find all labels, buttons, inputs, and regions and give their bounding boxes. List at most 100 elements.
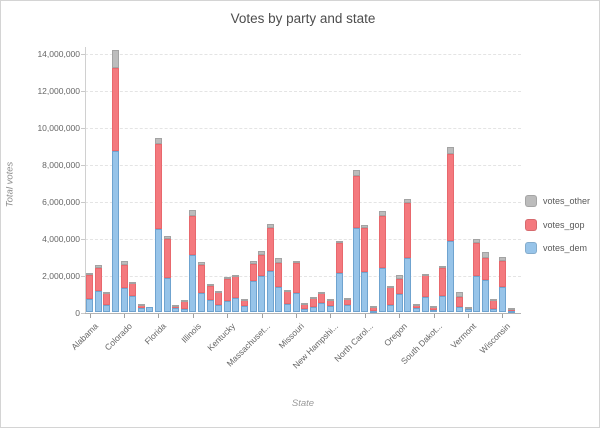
bar-Hawaii-votes_dem[interactable] xyxy=(172,307,180,313)
bar-New Jersey-votes_other[interactable] xyxy=(335,240,343,244)
bar-Pennsylvania-votes_other[interactable] xyxy=(404,199,412,204)
bar-Nevada-votes_gop[interactable] xyxy=(318,293,326,303)
bar-Connecticut-votes_dem[interactable] xyxy=(129,295,137,313)
bar-Texas-votes_other[interactable] xyxy=(447,146,455,155)
bar-North Carolina-votes_dem[interactable] xyxy=(361,271,369,313)
bar-West Virginia-votes_dem[interactable] xyxy=(490,309,498,313)
bar-Iowa-votes_dem[interactable] xyxy=(206,300,214,313)
bar-Florida-votes_gop[interactable] xyxy=(154,143,162,230)
bar-District of Columbia-votes_dem[interactable] xyxy=(146,307,154,313)
bar-Missouri-votes_other[interactable] xyxy=(292,260,300,264)
bar-Nebraska-votes_dem[interactable] xyxy=(309,307,317,313)
bar-Louisiana-votes_dem[interactable] xyxy=(232,298,240,313)
bar-Connecticut-votes_gop[interactable] xyxy=(129,283,137,296)
bar-Mississippi-votes_gop[interactable] xyxy=(283,290,291,304)
bar-Washington-votes_other[interactable] xyxy=(481,251,489,258)
bar-Virginia-votes_gop[interactable] xyxy=(473,243,481,276)
bar-Arkansas-votes_dem[interactable] xyxy=(103,305,111,313)
bar-Mississippi-votes_other[interactable] xyxy=(283,290,291,293)
bar-Utah-votes_dem[interactable] xyxy=(455,306,463,313)
bar-Massachusetts-votes_gop[interactable] xyxy=(258,255,266,276)
bar-Indiana-votes_dem[interactable] xyxy=(197,293,205,313)
bar-Nebraska-votes_other[interactable] xyxy=(309,296,317,299)
bar-Wisconsin-votes_gop[interactable] xyxy=(498,260,506,287)
bar-Arizona-votes_gop[interactable] xyxy=(94,267,102,291)
bar-Illinois-votes_other[interactable] xyxy=(189,210,197,216)
bar-Ohio-votes_dem[interactable] xyxy=(378,268,386,313)
bar-Kentucky-votes_gop[interactable] xyxy=(223,278,231,301)
bar-Nebraska-votes_gop[interactable] xyxy=(309,298,317,308)
bar-Maryland-votes_dem[interactable] xyxy=(249,281,257,313)
bar-Idaho-votes_dem[interactable] xyxy=(180,308,188,313)
bar-Oklahoma-votes_other[interactable] xyxy=(387,285,395,288)
bar-South Carolina-votes_gop[interactable] xyxy=(421,275,429,297)
bar-Maine-votes_other[interactable] xyxy=(240,298,248,301)
bar-Iowa-votes_other[interactable] xyxy=(206,283,214,286)
bar-Alabama-votes_gop[interactable] xyxy=(86,274,94,299)
bar-Texas-votes_gop[interactable] xyxy=(447,154,455,241)
bar-Montana-votes_dem[interactable] xyxy=(301,309,309,313)
bar-Georgia-votes_gop[interactable] xyxy=(163,239,171,278)
bar-New Hampshire-votes_dem[interactable] xyxy=(326,306,334,313)
bar-Florida-votes_other[interactable] xyxy=(154,138,162,144)
bar-West Virginia-votes_gop[interactable] xyxy=(490,299,498,309)
bar-South Carolina-votes_other[interactable] xyxy=(421,273,429,276)
bar-Iowa-votes_gop[interactable] xyxy=(206,285,214,301)
bar-Idaho-votes_other[interactable] xyxy=(180,299,188,302)
legend-item-votes_other[interactable]: votes_other xyxy=(525,195,590,208)
bar-Tennessee-votes_gop[interactable] xyxy=(438,268,446,297)
bar-Washington-votes_dem[interactable] xyxy=(481,280,489,313)
bar-Kentucky-votes_other[interactable] xyxy=(223,276,231,279)
bar-Indiana-votes_other[interactable] xyxy=(197,261,205,265)
bar-New Hampshire-votes_other[interactable] xyxy=(326,298,334,301)
bar-Michigan-votes_gop[interactable] xyxy=(266,228,274,271)
bar-Delaware-votes_other[interactable] xyxy=(137,304,145,307)
bar-Missouri-votes_gop[interactable] xyxy=(292,263,300,293)
bar-Vermont-votes_other[interactable] xyxy=(464,306,472,309)
bar-Oklahoma-votes_dem[interactable] xyxy=(387,304,395,313)
bar-New York-votes_gop[interactable] xyxy=(352,176,360,229)
bar-California-votes_dem[interactable] xyxy=(111,150,119,313)
bar-New Jersey-votes_gop[interactable] xyxy=(335,243,343,273)
bar-Nevada-votes_other[interactable] xyxy=(318,291,326,294)
bar-Tennessee-votes_other[interactable] xyxy=(438,266,446,269)
bar-New Mexico-votes_other[interactable] xyxy=(344,297,352,300)
bar-New Jersey-votes_dem[interactable] xyxy=(335,272,343,313)
bar-Ohio-votes_other[interactable] xyxy=(378,210,386,216)
bar-New York-votes_other[interactable] xyxy=(352,169,360,177)
bar-Pennsylvania-votes_gop[interactable] xyxy=(404,203,412,259)
bar-Minnesota-votes_other[interactable] xyxy=(275,258,283,263)
bar-Rhode Island-votes_other[interactable] xyxy=(412,303,420,306)
bar-South Dakota-votes_dem[interactable] xyxy=(430,310,438,313)
bar-Illinois-votes_gop[interactable] xyxy=(189,215,197,256)
bar-Illinois-votes_dem[interactable] xyxy=(189,255,197,313)
bar-Tennessee-votes_dem[interactable] xyxy=(438,296,446,313)
bar-Massachusetts-votes_other[interactable] xyxy=(258,250,266,256)
bar-North Carolina-votes_gop[interactable] xyxy=(361,228,369,272)
bar-Missouri-votes_dem[interactable] xyxy=(292,292,300,313)
bar-Oregon-votes_gop[interactable] xyxy=(395,279,403,294)
bar-Montana-votes_other[interactable] xyxy=(301,303,309,306)
bar-Wyoming-votes_other[interactable] xyxy=(507,307,515,310)
bar-Kansas-votes_other[interactable] xyxy=(215,290,223,293)
bar-Arkansas-votes_other[interactable] xyxy=(103,291,111,294)
bar-New Mexico-votes_dem[interactable] xyxy=(344,305,352,313)
bar-Alabama-votes_other[interactable] xyxy=(86,273,94,276)
bar-Oregon-votes_other[interactable] xyxy=(395,275,403,280)
bar-Utah-votes_other[interactable] xyxy=(455,291,463,298)
bar-Alabama-votes_dem[interactable] xyxy=(86,299,94,313)
legend-item-votes_dem[interactable]: votes_dem xyxy=(525,242,590,255)
bar-Nevada-votes_dem[interactable] xyxy=(318,302,326,313)
bar-Idaho-votes_gop[interactable] xyxy=(180,301,188,309)
bar-New Mexico-votes_gop[interactable] xyxy=(344,299,352,306)
bar-Delaware-votes_dem[interactable] xyxy=(137,308,145,313)
bar-California-votes_other[interactable] xyxy=(111,50,119,68)
bar-Connecticut-votes_other[interactable] xyxy=(129,282,137,285)
bar-Louisiana-votes_other[interactable] xyxy=(232,274,240,277)
bar-Maryland-votes_gop[interactable] xyxy=(249,264,257,282)
bar-Kentucky-votes_dem[interactable] xyxy=(223,300,231,313)
bar-Oklahoma-votes_gop[interactable] xyxy=(387,287,395,305)
bar-Michigan-votes_other[interactable] xyxy=(266,223,274,229)
bar-Arizona-votes_dem[interactable] xyxy=(94,291,102,313)
bar-New York-votes_dem[interactable] xyxy=(352,228,360,313)
